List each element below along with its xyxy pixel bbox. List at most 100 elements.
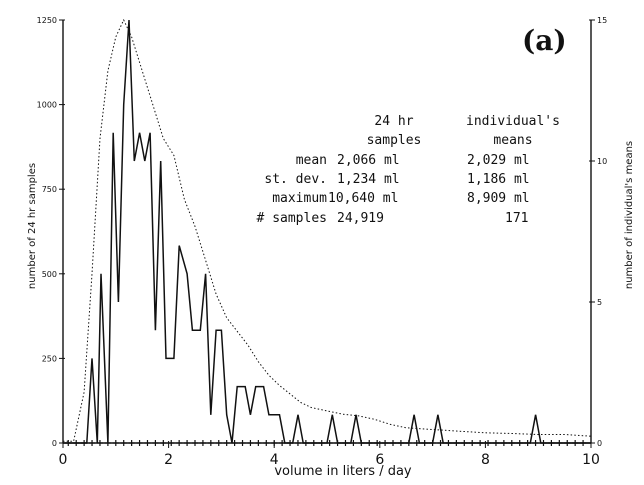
plus-marker	[382, 440, 389, 446]
plus-marker	[144, 440, 151, 446]
plus-marker	[548, 440, 555, 446]
plus-marker	[429, 440, 436, 446]
y-left-tick-label: 1000	[37, 101, 57, 110]
x-tick-label: 6	[375, 452, 384, 468]
plus-marker	[437, 440, 444, 446]
y-left-tick-label: 750	[42, 185, 57, 194]
stats-row-stdev-samples: 1,234 ml	[337, 172, 400, 187]
plus-marker	[477, 440, 484, 446]
plus-marker	[271, 440, 278, 446]
plus-marker	[540, 440, 547, 446]
plus-marker	[215, 440, 222, 446]
plus-marker	[390, 440, 396, 446]
plus-marker	[136, 440, 143, 446]
y-left-tick-label: 0	[52, 439, 57, 448]
plus-marker	[556, 440, 563, 446]
plus-marker	[500, 440, 507, 446]
stats-row-stdev-means: 1,186 ml	[467, 172, 530, 187]
stats-row-label-stdev: st. dev.	[264, 172, 327, 187]
plus-marker	[310, 440, 317, 446]
samples-dotted-series	[63, 18, 592, 442]
plus-marker	[89, 440, 96, 446]
plus-marker	[524, 440, 531, 446]
plus-marker	[397, 440, 404, 446]
individual-means-solid-series	[63, 19, 591, 444]
plus-marker	[96, 440, 103, 446]
plus-marker	[128, 440, 135, 446]
plus-marker	[580, 440, 587, 446]
stats-row-maximum-samples: 10,640 ml	[328, 191, 398, 206]
y-axis-right-title: number of individual's means	[624, 141, 635, 289]
y-right-tick-label: 5	[597, 298, 602, 307]
x-tick-label: 4	[270, 452, 279, 468]
plus-marker	[461, 440, 468, 446]
dotted-series-line	[63, 18, 592, 442]
x-tick-label: 2	[164, 452, 173, 468]
plus-marker	[302, 440, 309, 446]
y-left-tick-label: 250	[42, 354, 57, 363]
plus-marker	[572, 440, 579, 446]
stats-row-count-samples: 24,919	[337, 211, 384, 226]
plus-marker	[176, 440, 183, 446]
plus-marker	[168, 440, 175, 446]
x-axis-title: volume in liters / day	[274, 464, 412, 479]
plus-marker	[326, 440, 333, 446]
plus-marker	[366, 440, 373, 446]
stats-col-header-means: individual's	[466, 114, 560, 129]
plus-marker	[469, 440, 476, 446]
stats-row-count-means: 171	[505, 211, 528, 226]
stats-row-mean-samples: 2,066 ml	[337, 153, 400, 168]
plus-marker	[516, 440, 523, 446]
plus-marker	[160, 440, 167, 446]
plus-marker	[350, 440, 357, 446]
plus-marker	[120, 440, 127, 446]
plus-marker	[374, 440, 381, 446]
x-tick-label: 8	[481, 452, 490, 468]
plus-marker	[532, 440, 539, 446]
stats-subheader-samples: samples	[367, 133, 422, 148]
y-right-tick-label: 0	[597, 439, 602, 448]
plus-marker	[192, 440, 198, 446]
plus-marker	[184, 440, 191, 446]
plus-marker	[334, 440, 341, 446]
plus-marker	[65, 440, 72, 446]
stats-row-mean-means: 2,029 ml	[467, 153, 530, 168]
plus-marker	[445, 440, 452, 446]
plus-marker	[413, 440, 420, 446]
plus-marker	[564, 440, 571, 446]
plus-marker	[294, 440, 301, 446]
plus-marker	[358, 440, 365, 446]
stats-table: 24 hr individual's samples means mean 2,…	[257, 114, 560, 226]
stats-row-maximum-means: 8,909 ml	[467, 191, 530, 206]
plus-marker	[421, 440, 428, 446]
y-left-tick-label: 1250	[37, 16, 57, 25]
y-axis-left-title: number of 24 hr samples	[27, 163, 38, 289]
y-right-tick-label: 10	[597, 157, 607, 166]
plus-marker	[239, 440, 246, 446]
plus-marker	[255, 440, 262, 446]
plus-marker	[152, 440, 159, 446]
stats-row-label-count: # samples	[257, 211, 327, 226]
plus-marker	[207, 440, 214, 446]
plus-marker	[231, 440, 238, 446]
plus-marker	[492, 440, 499, 446]
x-tick-label: 0	[59, 452, 68, 468]
plus-marker	[287, 440, 294, 446]
y-right-tick-label: 15	[597, 16, 607, 25]
plus-marker	[73, 440, 80, 446]
plus-marker	[223, 440, 230, 446]
plus-marker	[485, 440, 492, 446]
stats-row-label-mean: mean	[296, 153, 327, 168]
plus-marker	[263, 440, 270, 446]
axes: 0 250 500 750 1000 1250 0 5 10 15 0 2 4 6 8 10	[37, 16, 608, 468]
panel-label: (a)	[522, 24, 567, 57]
y-left-tick-label: 500	[42, 270, 57, 279]
plus-marker	[104, 440, 111, 446]
plus-marker	[405, 440, 412, 446]
stats-row-label-maximum: maximum	[272, 191, 327, 206]
baseline-plus-markers	[65, 440, 587, 446]
plus-marker	[247, 440, 254, 446]
plus-marker	[453, 440, 460, 446]
plus-marker	[508, 440, 515, 446]
